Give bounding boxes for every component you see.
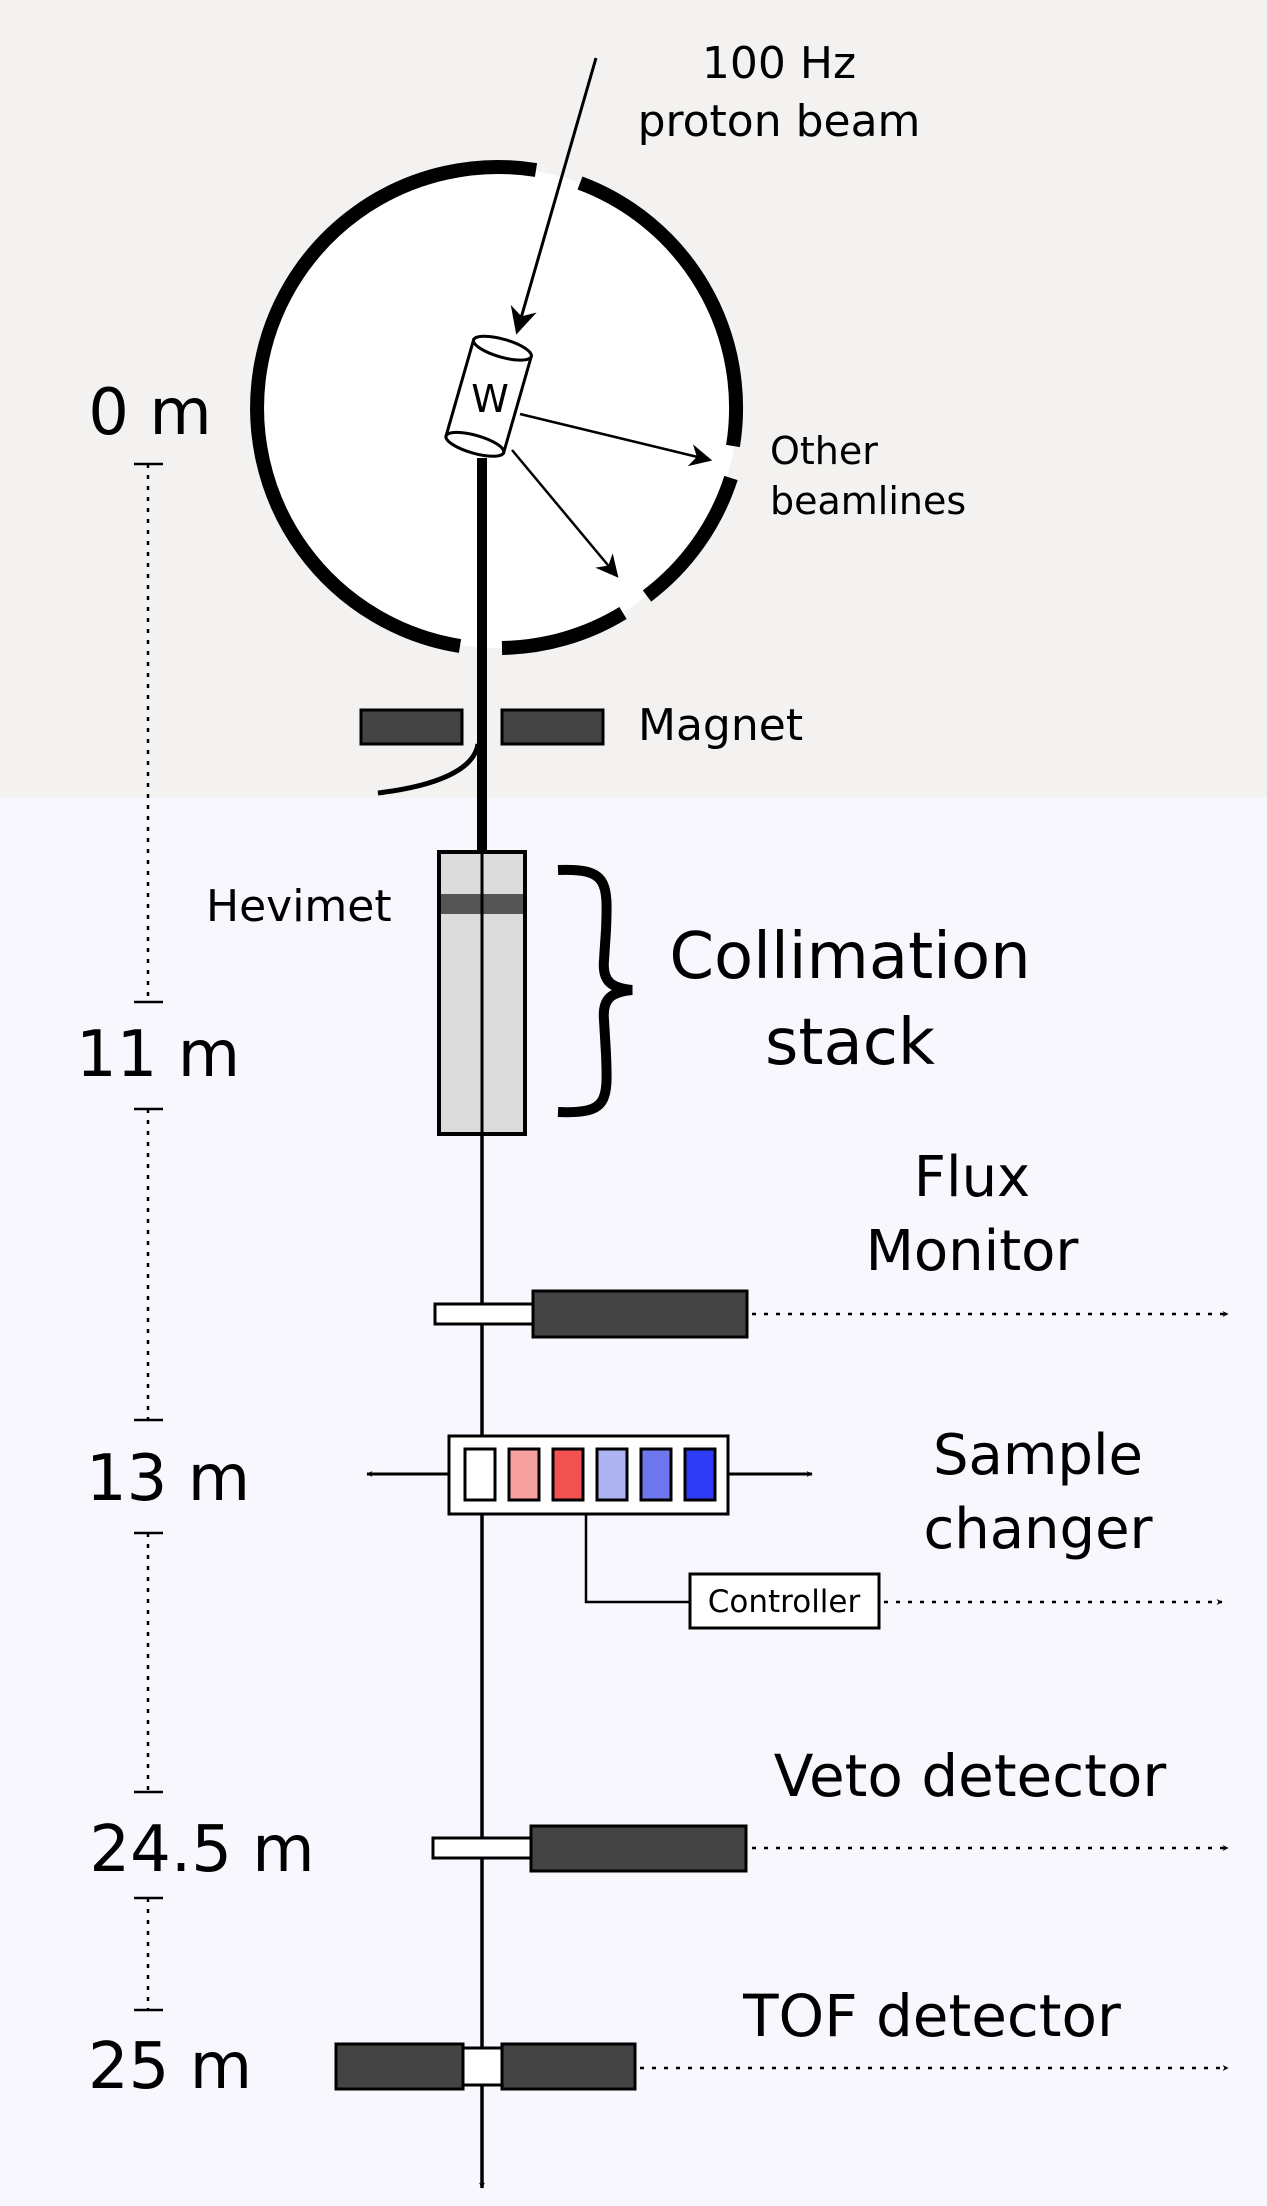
distance-scale: 0 m 11 m 13 m 24.5 m 25 m	[76, 376, 315, 2104]
magnet-pole-left	[359, 708, 464, 746]
proton-beam-label-line1: 100 Hz	[702, 38, 856, 89]
tof-detector-left	[334, 2042, 465, 2091]
monolith-wall	[250, 159, 538, 653]
collimation-brace	[557, 864, 633, 1118]
magnet-label: Magnet	[638, 700, 803, 751]
other-beamline-arrow	[519, 412, 713, 467]
flux-monitor-label-line1: Flux	[914, 1145, 1030, 1210]
collimation-label-line1: Collimation	[669, 920, 1030, 994]
sample-slots	[463, 1447, 717, 1502]
flux-monitor-label-line2: Monitor	[866, 1219, 1080, 1284]
distance-label-25m: 25 m	[88, 2030, 252, 2104]
distance-label-11m: 11 m	[76, 1018, 240, 1092]
sample-slot	[507, 1447, 541, 1502]
distance-label-0m: 0 m	[88, 376, 211, 450]
monolith-wall	[642, 475, 738, 602]
proton-beam-arrow	[510, 57, 598, 335]
monolith-wall	[501, 606, 627, 655]
veto-detector-foil	[431, 1836, 533, 1860]
flux-monitor-foil	[433, 1302, 535, 1326]
tof-detector-aperture	[461, 2046, 504, 2087]
controller-box	[688, 1572, 881, 1630]
tof-detector-label: TOF detector	[742, 1982, 1121, 2050]
distance-label-13m: 13 m	[86, 1442, 250, 1516]
deflected-charged-particles-arrow	[377, 743, 481, 796]
sample-slot	[595, 1447, 629, 1502]
other-beamlines-label-line1: Other	[770, 429, 878, 473]
monolith-wall	[577, 176, 744, 448]
distance-label-24-5m: 24.5 m	[89, 1813, 314, 1887]
tungsten-target	[444, 334, 534, 458]
controller-cable	[584, 1514, 690, 1604]
sample-slot	[551, 1447, 585, 1502]
magnet-pole-right	[500, 708, 605, 746]
veto-detector-body	[529, 1824, 748, 1873]
sample-changer-label-line2: changer	[923, 1497, 1153, 1562]
sample-changer-label-line1: Sample	[933, 1423, 1143, 1488]
flux-monitor-body	[531, 1289, 749, 1339]
sample-slot	[639, 1447, 673, 1502]
proton-beam-label-line2: proton beam	[638, 96, 921, 147]
veto-detector-label: Veto detector	[774, 1742, 1167, 1810]
sample-slot	[683, 1447, 717, 1502]
collimation-label-line2: stack	[765, 1006, 935, 1080]
target-label: W	[471, 377, 509, 421]
other-beamlines-label-line2: beamlines	[770, 479, 966, 523]
other-beamline-arrow	[511, 449, 619, 578]
tof-detector-right	[500, 2042, 637, 2091]
hevimet-label: Hevimet	[206, 881, 392, 932]
sample-slot	[463, 1447, 497, 1502]
controller-label: Controller	[708, 1584, 861, 1620]
